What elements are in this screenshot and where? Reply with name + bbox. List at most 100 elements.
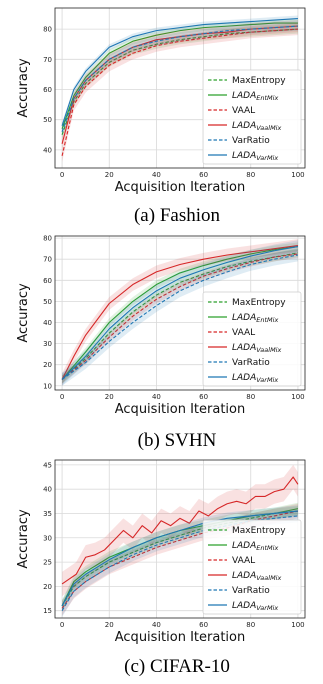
chart-panel-2: 0 20 40 60 80 100 15 20 25 30 35 40 45 MaxEntropy LADA… (16, 459, 306, 677)
y-axis-label: Accuracy (16, 509, 31, 569)
x-tick-label: 40 (152, 171, 161, 179)
x-tick-label: 80 (246, 621, 255, 629)
legend-box (202, 519, 302, 615)
x-tick-label: 100 (291, 171, 304, 179)
y-tick-label: 25 (43, 559, 52, 567)
series-band-MaxEntropy (62, 506, 298, 611)
y-tick-label: 80 (43, 235, 52, 243)
legend-label: MaxEntropy (232, 298, 286, 308)
series-band-VAAL (62, 503, 298, 616)
series-line-VAAL (61, 253, 298, 380)
series-line-VarRatio (61, 515, 298, 611)
legend-label: VAAL (232, 106, 255, 116)
y-tick-label: 10 (43, 382, 52, 390)
y-tick-label: 30 (43, 534, 52, 542)
y-tick-label: 40 (43, 146, 52, 154)
caption: (b) SVHN (138, 430, 217, 451)
legend: MaxEntropy LADAEntMix VAAL LADAVaalMix VarRa… (202, 291, 302, 387)
caption: (a) Fashion (134, 205, 221, 226)
series-band-LADA_EntMix (62, 242, 298, 384)
series-line-VarRatio (61, 25, 298, 132)
legend-box (202, 69, 302, 165)
x-tick-label: 20 (105, 393, 114, 401)
y-tick-label: 35 (43, 510, 52, 518)
y-tick-label: 20 (43, 361, 52, 369)
series-band-LADA_VaalMix (62, 239, 298, 386)
y-tick-label: 20 (43, 583, 52, 591)
series-band-LADA_VaalMix (62, 20, 298, 150)
legend-label: VarRatio (232, 358, 270, 368)
chart-panel-1: 0 20 40 60 80 100 10 20 30 40 50 60 70 80 MaxEntropy LA… (16, 235, 306, 451)
series-layer (61, 239, 299, 386)
legend: MaxEntropy LADAEntMix VAAL LADAVaalMix VarRa… (202, 69, 302, 165)
x-tick-label: 60 (199, 393, 208, 401)
caption: (c) CIFAR-10 (124, 656, 230, 677)
series-line-LADA_VaalMix (61, 476, 299, 585)
y-tick-label: 40 (43, 486, 52, 494)
x-tick-label: 20 (105, 621, 114, 629)
legend-label: VarRatio (232, 586, 270, 596)
y-axis-label: Accuracy (16, 283, 31, 343)
legend: MaxEntropy LADAEntMix VAAL LADAVaalMix VarRa… (202, 519, 302, 615)
series-line-LADA_VaalMix (61, 244, 298, 380)
x-tick-label: 100 (291, 621, 304, 629)
series-line-MaxEntropy (61, 510, 298, 607)
plot-frame (54, 235, 306, 391)
legend-label: LADAVarMix (232, 151, 278, 162)
legend-label: LADAVaalMix (232, 343, 281, 354)
x-tick-label: 0 (60, 171, 64, 179)
plot-frame (54, 7, 306, 169)
series-line-LADA_VarMix (61, 510, 298, 607)
series-band-VarRatio (62, 248, 298, 386)
x-axis-label: Acquisition Iteration (115, 180, 245, 195)
x-tick-label: 20 (105, 171, 114, 179)
x-tick-label: 60 (199, 621, 208, 629)
legend-label: VAAL (232, 328, 255, 338)
legend-label: MaxEntropy (232, 526, 286, 536)
series-layer (61, 15, 298, 162)
y-tick-label: 40 (43, 319, 52, 327)
series-layer (61, 464, 299, 618)
x-tick-label: 0 (60, 621, 64, 629)
legend-label: LADAVarMix (232, 601, 278, 612)
y-tick-label: 70 (43, 256, 52, 264)
x-axis-label: Acquisition Iteration (115, 630, 245, 645)
legend-label: LADAVaalMix (232, 121, 281, 132)
series-line-LADA_VarMix (61, 18, 298, 126)
series-band-VAAL (62, 23, 298, 162)
legend-label: LADAVarMix (232, 373, 278, 384)
series-line-VarRatio (61, 254, 299, 380)
plot-frame (54, 459, 306, 619)
y-tick-label: 60 (43, 86, 52, 94)
y-tick-label: 30 (43, 340, 52, 348)
x-tick-label: 40 (152, 621, 161, 629)
legend-label: VAAL (232, 556, 255, 566)
legend-label: LADAEntMix (232, 91, 278, 102)
legend-box (202, 291, 302, 387)
y-tick-label: 80 (43, 26, 52, 34)
legend-label: VarRatio (232, 136, 270, 146)
series-band-LADA_VarMix (62, 505, 298, 612)
y-axis-label: Accuracy (16, 58, 31, 118)
x-tick-label: 100 (291, 393, 304, 401)
x-tick-label: 0 (60, 393, 64, 401)
y-tick-label: 60 (43, 277, 52, 285)
series-band-LADA_VarMix (62, 240, 298, 386)
x-tick-label: 80 (246, 393, 255, 401)
y-tick-label: 15 (43, 607, 52, 615)
series-line-VAAL (61, 28, 298, 157)
series-line-LADA_EntMix (61, 22, 298, 129)
x-tick-label: 60 (199, 171, 208, 179)
legend-label: LADAEntMix (232, 541, 278, 552)
y-tick-label: 70 (43, 56, 52, 64)
y-tick-label: 50 (43, 116, 52, 124)
chart-panel-0: 0 20 40 60 80 100 40 50 60 70 80 MaxEntropy LADAEntM… (16, 7, 306, 226)
legend-label: MaxEntropy (232, 76, 286, 86)
y-tick-label: 50 (43, 298, 52, 306)
series-line-LADA_EntMix (61, 246, 298, 380)
x-axis-label: Acquisition Iteration (115, 402, 245, 417)
x-tick-label: 80 (246, 171, 255, 179)
x-tick-label: 40 (152, 393, 161, 401)
y-tick-label: 45 (43, 461, 52, 469)
